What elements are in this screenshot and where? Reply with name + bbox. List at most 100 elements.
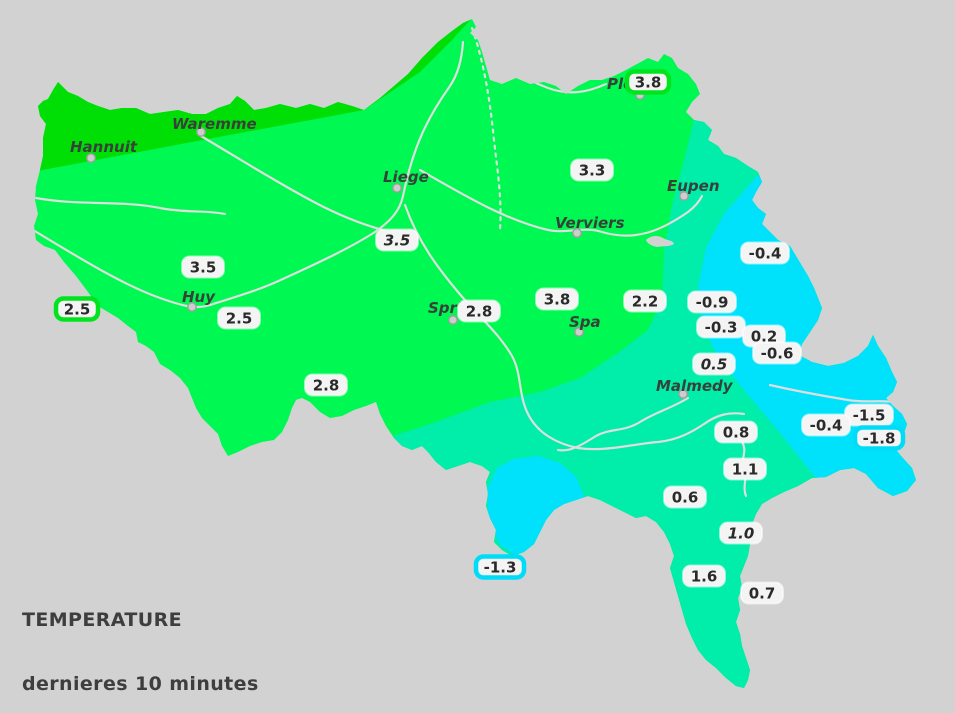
city-eupen: Eupen [667, 177, 720, 201]
temperature-value: -0.4 [810, 416, 843, 434]
badge-background [570, 158, 614, 182]
temperature-badge: -1.3 [473, 554, 527, 580]
temperature-value: 3.3 [579, 161, 606, 179]
city-label: Liege [383, 168, 429, 186]
temperature-badge: 1.0 [719, 521, 763, 545]
badge-background [719, 521, 763, 545]
badge-background [723, 457, 767, 481]
badge-background [624, 69, 672, 95]
badge-background [714, 420, 758, 444]
badge-background [457, 299, 501, 323]
temperature-badge: 0.7 [740, 581, 784, 605]
city-liege: Liege [383, 168, 429, 193]
temperature-badge: -0.4 [801, 413, 851, 437]
city-marker [448, 315, 458, 325]
city-verviers: Verviers [555, 214, 625, 238]
temperature-badge: -0.3 [696, 315, 746, 339]
temperature-badge: 3.8 [624, 69, 672, 95]
badge-background [682, 564, 726, 588]
badge-background [801, 413, 851, 437]
road-west [34, 196, 227, 216]
city-huy: Huy [182, 288, 216, 312]
road-waremme [199, 134, 400, 236]
temperature-badge: -1.5 [844, 403, 894, 427]
city-label: Malmedy [656, 377, 734, 395]
badge-background [740, 581, 784, 605]
temperature-value: 1.6 [691, 567, 718, 585]
temperature-value: -0.9 [696, 293, 729, 311]
badge-background [623, 289, 667, 313]
city-marker [392, 183, 402, 193]
city-marker [86, 153, 96, 163]
badge-background [852, 425, 906, 451]
badge-background [473, 554, 527, 580]
temperature-badge: 1.6 [682, 564, 726, 588]
city-spa: Spa [569, 313, 601, 337]
city-marker [572, 228, 582, 238]
temperature-badge: 0.5 [692, 352, 736, 376]
city-marker [187, 302, 197, 312]
lake-shape [646, 235, 674, 247]
badge-background [217, 306, 261, 330]
temperature-value: -0.6 [761, 344, 794, 362]
temperature-badge: 3.8 [535, 287, 579, 311]
temperature-value: -0.4 [749, 244, 782, 262]
city-label: Waremme [172, 115, 257, 133]
badge-background [692, 352, 736, 376]
temperature-value: -1.5 [853, 406, 886, 424]
badge-background [535, 287, 579, 311]
badge-background [752, 341, 802, 365]
river-meuse [34, 40, 465, 309]
city-label: Hannuit [70, 138, 138, 156]
badge-background [304, 373, 348, 397]
river-east [768, 383, 895, 404]
temperature-value: 0.8 [723, 423, 750, 441]
temperature-value: 0.2 [751, 327, 778, 345]
badge-background [375, 228, 419, 252]
city-malmedy: Malmedy [656, 377, 734, 399]
badge-background [740, 241, 790, 265]
temperature-value: 1.1 [732, 460, 759, 478]
temperature-value: 3.5 [384, 231, 411, 249]
legend-subtitle: dernieres 10 minutes [22, 672, 259, 695]
temperature-value: 2.5 [64, 300, 91, 318]
badge-background [53, 296, 101, 322]
temperature-value: 2.2 [632, 292, 659, 310]
temperature-badge: -0.6 [752, 341, 802, 365]
road-malmedy [556, 396, 690, 452]
temperature-badge: 2.8 [457, 299, 501, 323]
temperature-value: 2.8 [313, 376, 340, 394]
temperature-value: 0.5 [701, 355, 728, 373]
temperature-badge: 3.5 [375, 228, 419, 252]
temperature-value: 2.8 [466, 302, 493, 320]
map-legend: TEMPERATURE dernieres 10 minutes 21-11-2… [22, 570, 259, 713]
temperature-value: 0.7 [749, 584, 776, 602]
temperature-badge: -1.8 [852, 425, 906, 451]
legend-title: TEMPERATURE [22, 609, 183, 631]
temperature-badge: 3.3 [570, 158, 614, 182]
temperature-value: 3.8 [544, 290, 571, 308]
temperature-badge: 2.5 [217, 306, 261, 330]
temperature-value: -0.3 [705, 318, 738, 336]
river-ambleve [576, 412, 746, 451]
temperature-value: 3.5 [190, 258, 217, 276]
city-marker [574, 327, 584, 337]
border-dotted [470, 26, 502, 232]
temperature-value: 2.5 [226, 309, 253, 327]
temperature-value: 0.6 [672, 488, 699, 506]
city-marker [678, 389, 688, 399]
city-label: Spa [569, 313, 601, 331]
city-label: Eupen [667, 177, 720, 195]
city-label: Verviers [555, 214, 625, 232]
city-marker [196, 127, 206, 137]
temperature-value: 1.0 [728, 524, 755, 542]
city-hannuit: Hannuit [70, 138, 138, 163]
city-label: Huy [182, 288, 216, 306]
river-ourthe [403, 203, 580, 450]
temperature-badge: 0.8 [714, 420, 758, 444]
temperature-badge: 2.5 [53, 296, 101, 322]
badge-background [663, 485, 707, 509]
temperature-badge: 1.1 [723, 457, 767, 481]
